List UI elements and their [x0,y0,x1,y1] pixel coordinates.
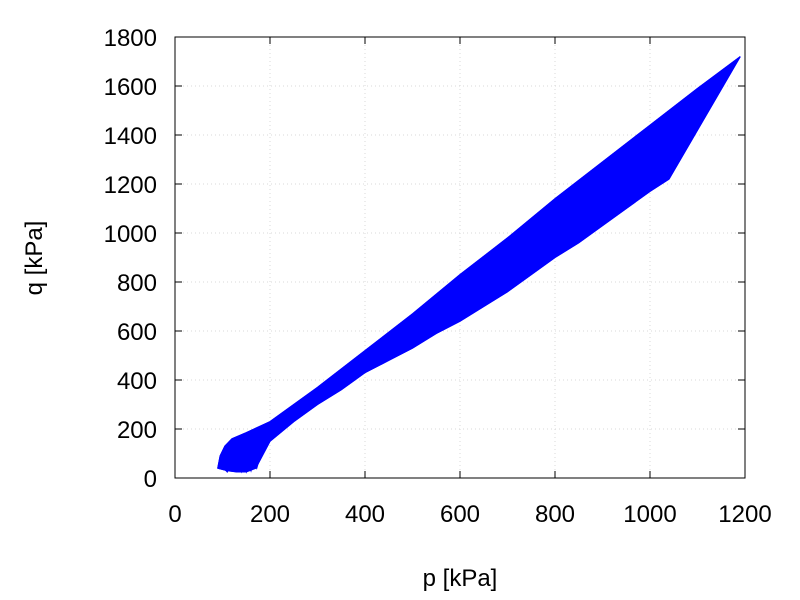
y-tick-label: 1000 [104,221,157,248]
start-spike-line [224,460,233,473]
stress-path-band [217,56,741,473]
x-tick-label: 400 [345,501,385,528]
start-spike-line [252,438,266,470]
y-tick-label: 1600 [104,74,157,101]
start-spike-line [233,453,244,473]
y-tick-label: 1800 [104,25,157,52]
plot-data [217,56,741,474]
x-tick-label: 800 [535,501,575,528]
start-spike-line [229,456,238,472]
x-axis-label: p [kPa] [423,565,498,592]
x-tick-labels: 0 200 400 600 800 1000 1200 [168,501,771,528]
y-tick-label: 0 [144,466,157,493]
x-tick-label: 600 [440,501,480,528]
start-spike-line [248,442,260,473]
y-tick-label: 200 [117,417,157,444]
axis-ticks [174,36,746,479]
y-tick-label: 1200 [104,172,157,199]
start-spike-line [243,446,254,474]
x-tick-label: 0 [168,501,181,528]
lower-envelope-line [217,56,741,473]
y-tick-label: 1400 [104,123,157,150]
x-tick-label: 1000 [623,501,676,528]
x-tick-label: 1200 [718,501,771,528]
grid [175,37,745,478]
y-tick-label: 600 [117,319,157,346]
x-tick-label: 200 [250,501,290,528]
y-axis-label: q [kPa] [21,221,48,296]
start-spike-line [238,449,248,474]
y-tick-label: 800 [117,270,157,297]
upper-envelope-line [217,56,741,469]
y-tick-labels: 0 200 400 600 800 1000 1200 1400 1600 1800 [104,25,157,493]
y-tick-label: 400 [117,368,157,395]
